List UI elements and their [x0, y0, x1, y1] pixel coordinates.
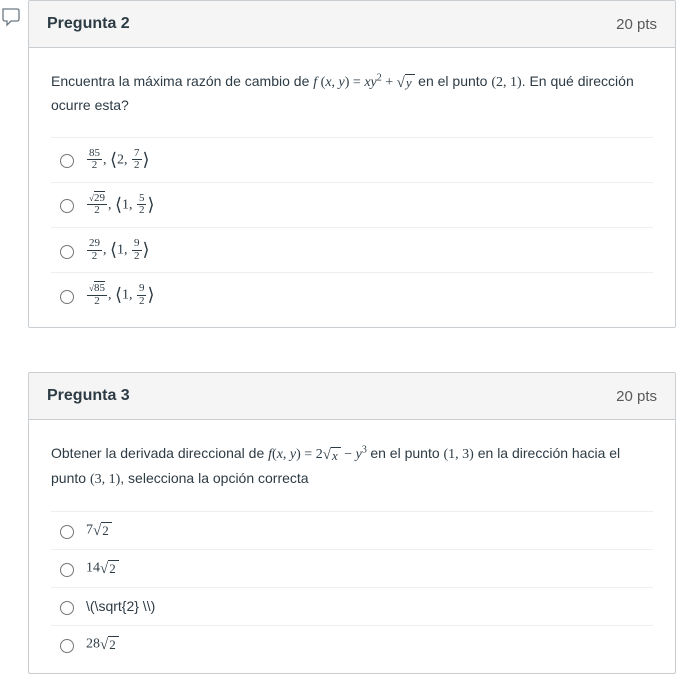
question-prompt: Obtener la derivada direccional de f(x, … — [51, 442, 653, 491]
answer-label: 7√2 — [86, 522, 112, 539]
prompt-point: (3, 1) — [90, 472, 120, 487]
answer-radio[interactable] — [60, 154, 74, 168]
answer-radio[interactable] — [60, 639, 74, 653]
prompt-function: f (x, y) = xy2 + √y — [313, 75, 418, 90]
question-flag-icon — [2, 8, 20, 28]
answer-list: 852, ⟨2, 72⟩ √292, ⟨1, 52⟩ 2 — [51, 137, 653, 317]
prompt-function: f(x, y) = 2√x − y3 — [268, 447, 370, 462]
question-header: Pregunta 3 20 pts — [29, 373, 675, 420]
answer-option[interactable]: \(\sqrt{2} \\) — [51, 588, 653, 626]
question-card-3: Pregunta 3 20 pts Obtener la derivada di… — [28, 372, 676, 674]
answer-option[interactable]: 28√2 — [51, 626, 653, 663]
answer-list: 7√2 14√2 \(\sqrt{2} \\) — [51, 511, 653, 663]
answer-radio[interactable] — [60, 290, 74, 304]
question-title: Pregunta 3 — [47, 387, 130, 405]
answer-radio[interactable] — [60, 601, 74, 615]
answer-radio[interactable] — [60, 245, 74, 259]
prompt-text: Encuentra la máxima razón de cambio de — [51, 73, 313, 89]
prompt-point: (1, 3) — [444, 447, 474, 462]
answer-radio[interactable] — [60, 199, 74, 213]
question-title: Pregunta 2 — [47, 15, 130, 33]
answer-label: √852, ⟨1, 92⟩ — [86, 283, 155, 307]
answer-option[interactable]: √292, ⟨1, 52⟩ — [51, 183, 653, 228]
prompt-point: (2, 1) — [491, 75, 521, 90]
answer-label: 28√2 — [86, 636, 119, 653]
answer-label: 852, ⟨2, 72⟩ — [86, 148, 150, 172]
prompt-text: en el punto — [418, 73, 491, 89]
prompt-text: , selecciona la opción correcta — [120, 470, 308, 486]
answer-option[interactable]: √852, ⟨1, 92⟩ — [51, 273, 653, 317]
answer-option[interactable]: 7√2 — [51, 512, 653, 550]
answer-label: √292, ⟨1, 52⟩ — [86, 193, 155, 217]
answer-option[interactable]: 292, ⟨1, 92⟩ — [51, 228, 653, 273]
answer-option[interactable]: 14√2 — [51, 550, 653, 588]
answer-label: \(\sqrt{2} \\) — [86, 598, 155, 614]
answer-label: 14√2 — [86, 560, 119, 577]
answer-radio[interactable] — [60, 525, 74, 539]
prompt-text: Obtener la derivada direccional de — [51, 445, 268, 461]
question-prompt: Encuentra la máxima razón de cambio de f… — [51, 70, 653, 117]
prompt-text: en el punto — [370, 445, 443, 461]
question-card-2: Pregunta 2 20 pts Encuentra la máxima ra… — [28, 0, 676, 328]
answer-radio[interactable] — [60, 563, 74, 577]
question-points: 20 pts — [616, 16, 657, 33]
answer-label: 292, ⟨1, 92⟩ — [86, 238, 150, 262]
question-header: Pregunta 2 20 pts — [29, 1, 675, 48]
answer-option[interactable]: 852, ⟨2, 72⟩ — [51, 138, 653, 183]
question-points: 20 pts — [616, 388, 657, 405]
